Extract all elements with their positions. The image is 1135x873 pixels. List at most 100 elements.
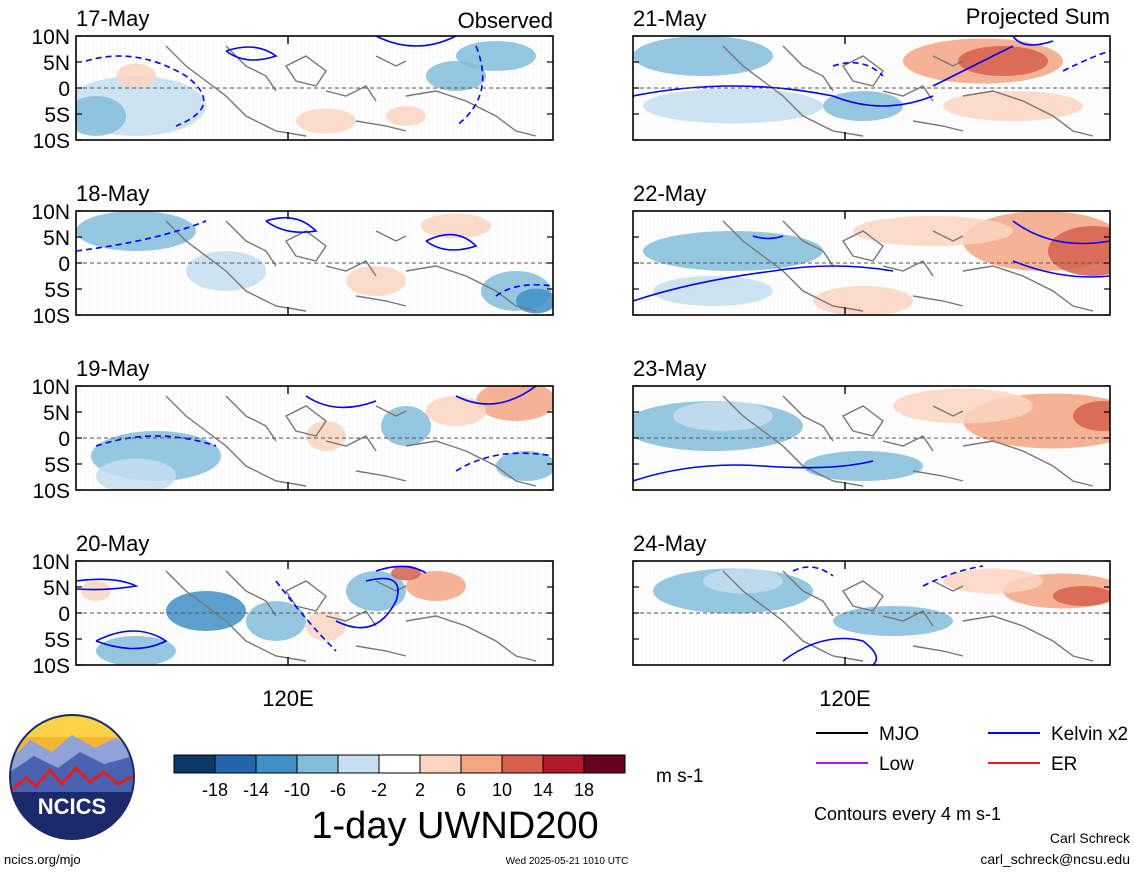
map-panel: 23-May [632, 356, 1111, 491]
contour-line [85, 55, 205, 127]
contour-line [752, 235, 784, 240]
lat-tick-label: 10S [33, 655, 70, 678]
wind-anomaly-blob [1073, 401, 1110, 431]
colorbar-swatch [214, 754, 257, 774]
wind-anomaly-blob [96, 458, 176, 490]
map-panel: 22-May [632, 181, 1111, 316]
contour-line [1012, 220, 1110, 245]
colorbar-tick-label: -14 [243, 780, 269, 800]
colorbar-tick-label: 10 [492, 780, 512, 800]
lat-tick-label: 5S [44, 454, 70, 477]
coastline [722, 395, 1094, 487]
wind-anomaly-blob [673, 401, 773, 431]
contour-line [265, 216, 318, 234]
colorbar-swatch [255, 754, 298, 774]
colorbar: -18 -14 -10 -6 -2 2 6 10 14 18 [173, 754, 626, 800]
legend: MJO Kelvin x2 Low ER [816, 724, 1128, 775]
ncics-logo: NCICS [9, 714, 135, 840]
lat-tick-label: 10S [33, 480, 70, 503]
lat-tick-label: 5N [43, 52, 70, 75]
lat-tick-label: 10S [33, 305, 70, 328]
colorbar-swatch [419, 754, 462, 774]
coastline [165, 570, 537, 662]
wind-anomaly-blob [116, 63, 156, 89]
wind-anomaly-blob [166, 591, 246, 631]
wind-anomaly-blob [496, 451, 553, 481]
lat-tick-label: 0 [58, 428, 70, 451]
coastline [165, 395, 537, 487]
lon-tick-label-right: 120E [819, 686, 870, 711]
wind-anomaly-blob [76, 96, 126, 136]
lat-tick-label: 10N [31, 201, 70, 224]
wind-anomaly-blob [296, 108, 356, 134]
wind-anomaly-blob [653, 276, 773, 306]
colorbar-swatch [542, 754, 585, 774]
wind-anomaly-blob [823, 91, 903, 121]
lat-tick-label: 5S [44, 629, 70, 652]
observed-header: Observed [458, 8, 553, 33]
colorbar-swatch [501, 754, 544, 774]
lon-tick-label-left: 120E [262, 686, 313, 711]
wind-anomaly-blob [386, 106, 426, 126]
wind-anomaly-blob [703, 568, 783, 594]
wind-anomaly-blob [306, 421, 346, 451]
contour-line [782, 637, 878, 665]
lat-tick-label: 0 [58, 253, 70, 276]
coastline [722, 570, 1094, 662]
footer-author: Carl Schreck [1050, 830, 1131, 846]
lat-tick-label: 0 [58, 603, 70, 626]
wind-anomaly-blob [406, 571, 466, 601]
colorbar-tick-label: -18 [202, 780, 228, 800]
wind-anomaly-blob [246, 601, 306, 641]
map-panel: 21-May [632, 6, 1111, 141]
contour-line [633, 265, 894, 302]
lat-tick-label: 5N [43, 402, 70, 425]
wind-anomaly-blob [476, 386, 553, 421]
contour-line [76, 220, 207, 252]
panel-date-label: 24-May [633, 531, 706, 556]
wind-anomaly-blob [456, 41, 536, 71]
colorbar-swatch [460, 754, 503, 774]
contour-line [375, 565, 427, 574]
footer-timestamp: Wed 2025-05-21 1010 UTC [506, 856, 629, 867]
footer-email: carl_schreck@ncsu.edu [980, 851, 1130, 867]
wind-anomaly-blob [643, 231, 823, 271]
wind-anomaly-blob [426, 61, 486, 91]
contour-line [1062, 50, 1110, 72]
wind-anomaly-blob [643, 88, 823, 124]
colorbar-tick-label: 2 [415, 780, 425, 800]
contours-note: Contours every 4 m s-1 [814, 804, 1001, 824]
contour-line [95, 435, 217, 447]
contour-line [335, 577, 399, 629]
wind-anomaly-blob [306, 611, 346, 641]
colorbar-tick-label: 18 [574, 780, 594, 800]
panel-date-label: 21-May [633, 6, 706, 31]
footer-url: ncics.org/mjo [4, 852, 81, 867]
contour-line [455, 386, 537, 405]
wind-anomaly-blob [1048, 226, 1110, 276]
contour-line [1012, 260, 1110, 278]
colorbar-tick-label: -10 [284, 780, 310, 800]
panel-date-label: 23-May [633, 356, 706, 381]
map-panel: 20-May 10N 5N 0 5S 10S [31, 531, 554, 678]
colorbar-tick-label: 14 [533, 780, 553, 800]
logo-text: NCICS [38, 794, 106, 819]
wind-anomaly-blob [833, 606, 953, 636]
wind-anomaly-blob [516, 288, 553, 314]
contour-line [305, 395, 377, 409]
wind-anomaly-blob [421, 213, 491, 239]
colorbar-tick-label: -6 [330, 780, 346, 800]
wind-anomaly-blob [81, 581, 111, 601]
map-panel: 24-May [632, 531, 1111, 666]
coastline [165, 45, 537, 137]
lat-tick-label: 5N [43, 577, 70, 600]
lat-tick-label: 10N [31, 551, 70, 574]
contour-line [633, 85, 934, 107]
wind-anomaly-blob [391, 565, 421, 581]
wind-anomaly-blob [958, 46, 1048, 76]
map-panel: 19-May 10N 5N 0 5S 10S [31, 356, 554, 503]
lat-tick-label: 0 [58, 78, 70, 101]
lat-tick-label: 10N [31, 376, 70, 399]
wind-anomaly-blob [803, 451, 923, 481]
